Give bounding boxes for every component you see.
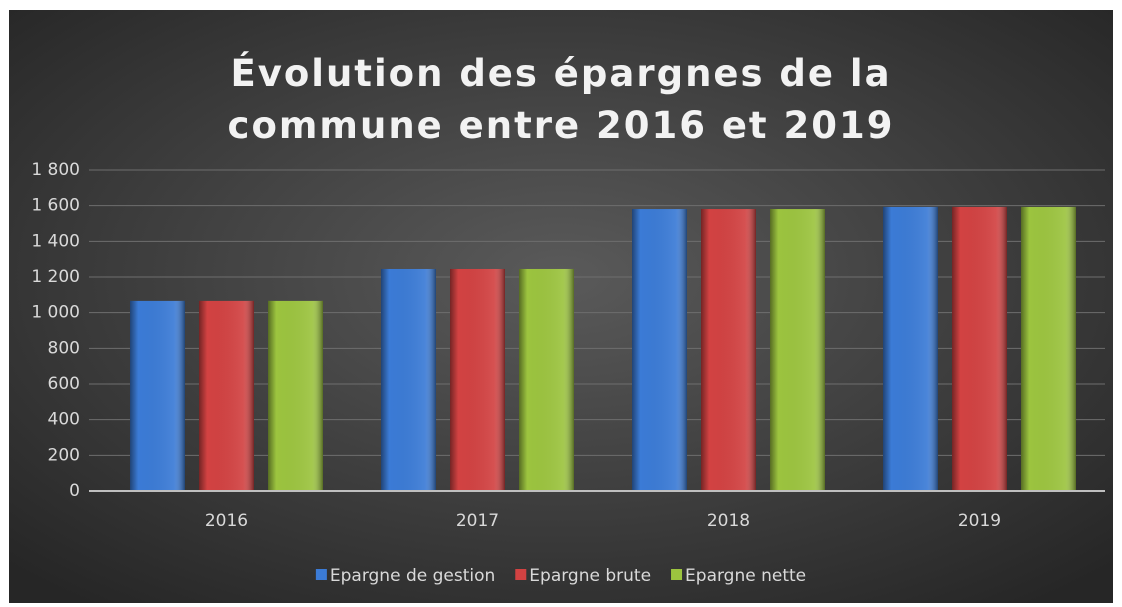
bar-shade bbox=[632, 209, 687, 491]
y-tick-label: 600 bbox=[48, 374, 80, 394]
y-tick-label: 800 bbox=[48, 338, 80, 358]
bar-shade bbox=[701, 209, 756, 491]
legend-label: Epargne brute bbox=[529, 566, 651, 586]
y-tick-label: 1 600 bbox=[31, 196, 80, 216]
bar-shade bbox=[1021, 206, 1076, 492]
y-tick-label: 1 800 bbox=[31, 160, 80, 180]
legend-label: Epargne de gestion bbox=[330, 566, 495, 586]
legend-swatch bbox=[315, 569, 327, 580]
y-tick-label: 1 200 bbox=[31, 267, 80, 287]
bar-shade bbox=[883, 206, 938, 492]
bar-shade bbox=[268, 300, 323, 491]
x-tick-label: 2017 bbox=[456, 511, 499, 531]
bar-shade bbox=[519, 268, 574, 491]
legend-label: Epargne nette bbox=[685, 566, 806, 586]
bar-shade bbox=[770, 209, 825, 491]
y-tick-label: 1 400 bbox=[31, 231, 80, 251]
x-tick-label: 2016 bbox=[205, 511, 248, 531]
bar-shade bbox=[952, 206, 1007, 492]
y-tick-label: 400 bbox=[48, 410, 80, 430]
bar-shade bbox=[450, 268, 505, 491]
chart-title: Évolution des épargnes de la commune ent… bbox=[227, 52, 895, 147]
x-tick-label: 2019 bbox=[958, 511, 1001, 531]
y-tick-label: 1 000 bbox=[31, 303, 80, 323]
bar-shade bbox=[130, 300, 185, 491]
bar-shade bbox=[199, 300, 254, 491]
legend-swatch bbox=[671, 569, 683, 580]
y-tick-label: 200 bbox=[48, 445, 80, 465]
x-tick-label: 2018 bbox=[707, 511, 750, 531]
legend-swatch bbox=[515, 569, 527, 580]
y-tick-label: 0 bbox=[69, 481, 80, 501]
bar-shade bbox=[381, 268, 436, 491]
